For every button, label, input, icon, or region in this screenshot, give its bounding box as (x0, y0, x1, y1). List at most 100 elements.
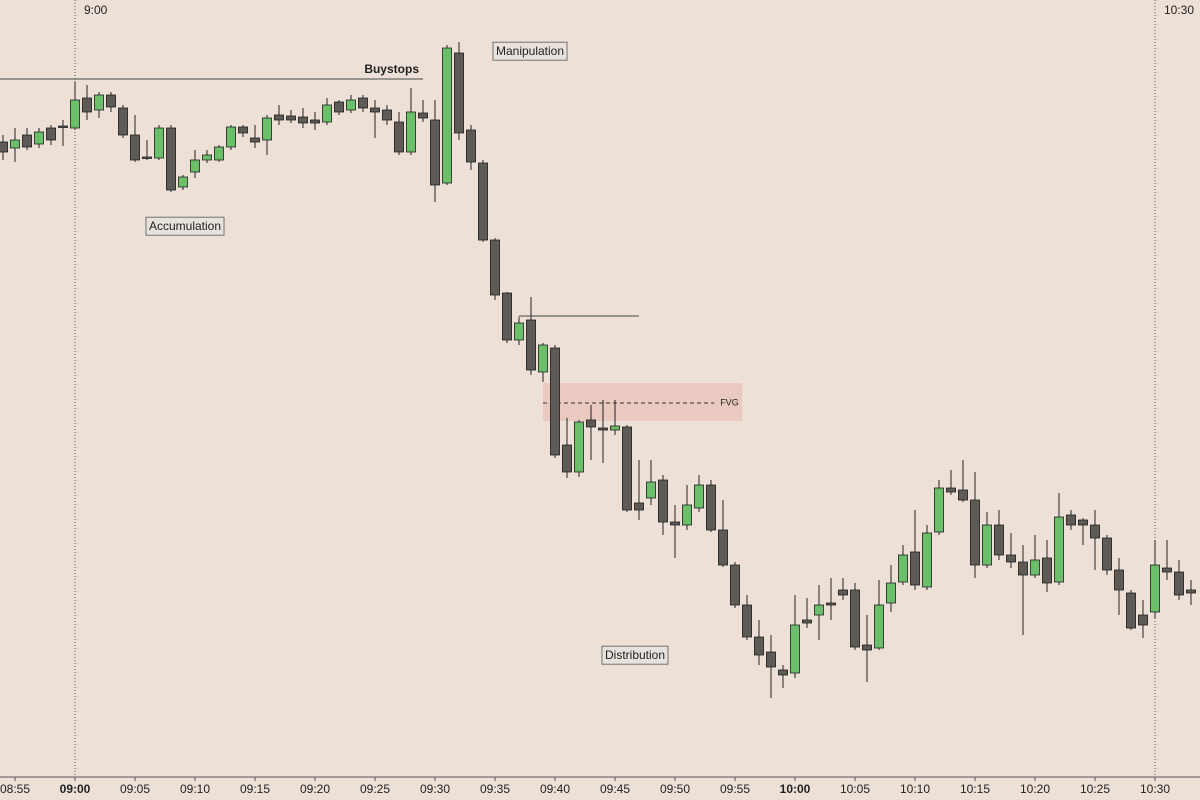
candle-body (106, 94, 116, 108)
candle-body (10, 139, 20, 149)
candle-body (898, 554, 908, 583)
candle-body (1126, 592, 1136, 629)
candle-body (838, 589, 848, 596)
candle-body (82, 97, 92, 113)
candle-body (0, 141, 8, 153)
candle-body (1054, 516, 1064, 583)
candle-body (22, 134, 32, 148)
candle-body (262, 117, 272, 141)
candle-body (130, 134, 140, 161)
x-tick-label: 09:35 (480, 782, 510, 796)
phase-label-box (601, 645, 669, 665)
candle-body (850, 589, 860, 648)
candle-body (238, 126, 248, 134)
candle-body (802, 619, 812, 624)
candle-body (166, 127, 176, 191)
phase-label-text: Manipulation (496, 44, 564, 58)
candle-body (598, 427, 608, 431)
candle-body (502, 292, 512, 341)
candle-body (118, 107, 128, 136)
candle-body (694, 484, 704, 509)
candle-body (1078, 519, 1088, 526)
candle-body (1138, 614, 1148, 626)
candle-body (442, 47, 452, 184)
candle-body (430, 119, 440, 186)
candle-body (862, 644, 872, 651)
x-tick-label: 09:45 (600, 782, 630, 796)
candle-body (886, 582, 896, 604)
candle-body (286, 115, 296, 121)
candle-body (922, 532, 932, 588)
candle-body (718, 529, 728, 566)
phase-label: Accumulation (145, 216, 225, 236)
candle-body (274, 114, 284, 121)
candle-body (34, 131, 44, 145)
candle-body (946, 487, 956, 493)
candle-body (490, 239, 500, 296)
x-tick-label: 09:25 (360, 782, 390, 796)
phase-label-box (145, 216, 225, 236)
candle-body (1018, 561, 1028, 576)
x-tick-label: 09:30 (420, 782, 450, 796)
candle-body (730, 564, 740, 606)
candle-body (250, 137, 260, 143)
candle-body (1090, 524, 1100, 539)
candle-body (742, 604, 752, 638)
candle-body (178, 176, 188, 188)
candle-body (526, 319, 536, 371)
candle-body (454, 52, 464, 134)
candle-body (562, 444, 572, 473)
candle-body (466, 129, 476, 163)
x-tick-label: 09:00 (60, 782, 91, 796)
session-label: 9:00 (84, 3, 108, 17)
candle-body (910, 551, 920, 586)
candle-body (154, 127, 164, 159)
candle-body (682, 504, 692, 526)
candle-body (214, 146, 224, 161)
x-tick-label: 10:30 (1140, 782, 1170, 796)
candle-body (610, 425, 620, 431)
candle-body (1186, 589, 1196, 594)
x-tick-label: 10:10 (900, 782, 930, 796)
candle-body (346, 99, 356, 111)
phase-label: Distribution (601, 645, 669, 665)
candle-body (94, 94, 104, 111)
candle-body (142, 156, 152, 159)
candle-body (766, 651, 776, 668)
x-tick-label: 09:15 (240, 782, 270, 796)
candle-body (1174, 571, 1184, 596)
candle-body (202, 154, 212, 161)
x-tick-label: 10:00 (780, 782, 811, 796)
phase-label: Manipulation (492, 41, 568, 61)
candle-body (826, 602, 836, 606)
candle-body (370, 107, 380, 113)
candle-body (1042, 557, 1052, 584)
candle-body (382, 109, 392, 121)
candle-body (754, 636, 764, 656)
candle-body (622, 426, 632, 511)
candle-body (1006, 554, 1016, 563)
candle-body (1102, 537, 1112, 571)
candle-body (46, 127, 56, 141)
fvg-zone (543, 383, 743, 421)
candle-body (358, 97, 368, 109)
phase-label-text: Accumulation (149, 219, 221, 233)
candle-body (1066, 514, 1076, 526)
candle-body (934, 487, 944, 533)
candle-body (982, 524, 992, 566)
candle-body (790, 624, 800, 674)
candle-body (418, 112, 428, 119)
candle-body (1030, 559, 1040, 576)
candle-body (586, 419, 596, 428)
x-tick-label: 09:40 (540, 782, 570, 796)
candle-body (778, 669, 788, 676)
candle-body (814, 604, 824, 616)
candle-body (874, 604, 884, 649)
phase-label-box (492, 41, 568, 61)
candle-body (190, 159, 200, 173)
session-label: 10:30 (1164, 3, 1194, 17)
candle-body (538, 344, 548, 373)
candle-body (322, 104, 332, 123)
candle-body (514, 322, 524, 341)
